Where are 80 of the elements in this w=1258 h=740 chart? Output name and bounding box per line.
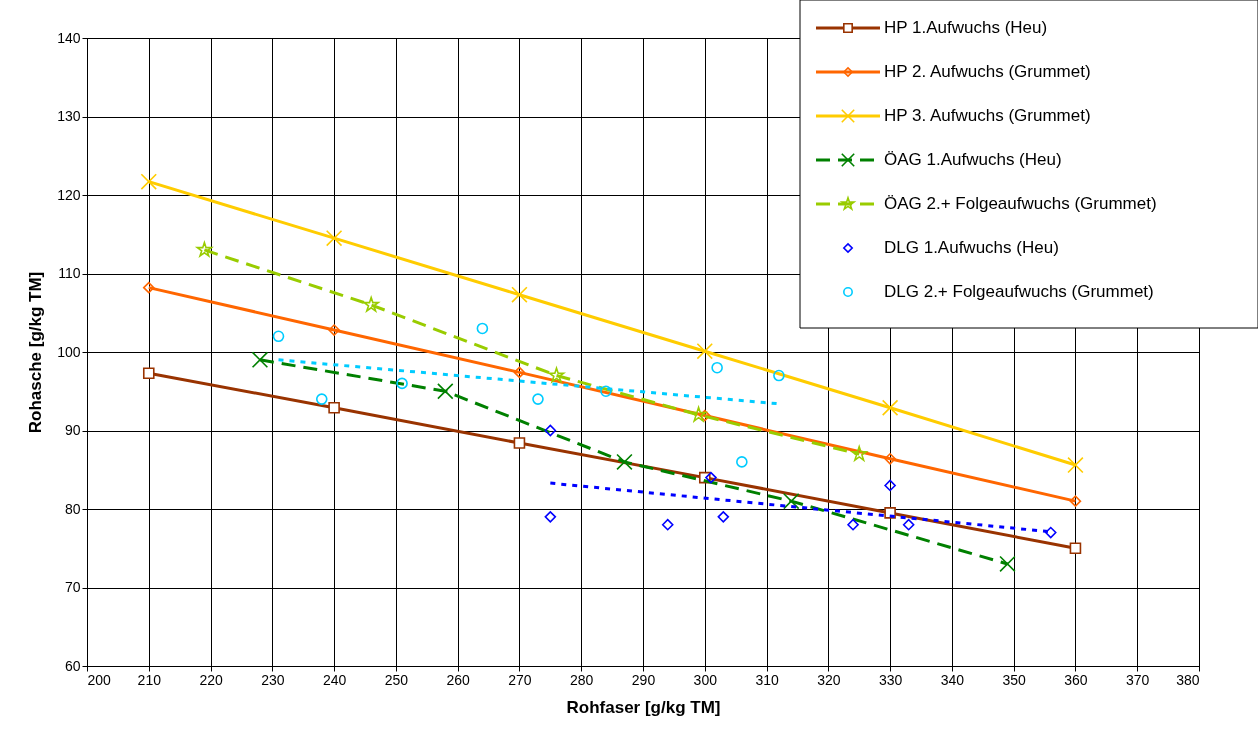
legend-label: HP 2. Aufwuchs (Grummet): [884, 62, 1091, 81]
legend-label: HP 1.Aufwuchs (Heu): [884, 18, 1048, 37]
x-tick-label: 370: [1126, 671, 1150, 688]
y-tick-label: 110: [58, 265, 81, 281]
x-tick-label: 260: [446, 671, 471, 688]
point: [1044, 526, 1057, 539]
point: [696, 343, 713, 360]
point: [511, 286, 528, 303]
point: [532, 393, 544, 405]
x-tick-label: 360: [1064, 671, 1088, 688]
y-tick-label: 60: [64, 657, 81, 674]
y-axis-title: Rohasche [g/kg TM]: [26, 271, 46, 434]
x-tick-label: 250: [384, 671, 409, 688]
x-tick-label: 310: [755, 671, 779, 688]
point: [999, 555, 1016, 573]
point: [544, 511, 557, 523]
y-tick-label: 130: [57, 108, 81, 124]
x-tick-label: 210: [137, 671, 162, 688]
point: [396, 377, 408, 390]
point: [851, 445, 868, 461]
point: [1067, 456, 1084, 474]
point: [272, 330, 285, 343]
x-tick-label: 340: [940, 671, 965, 688]
point: [847, 518, 859, 531]
point: [690, 406, 707, 422]
x-tick-label: 220: [199, 671, 223, 688]
point: [884, 479, 896, 492]
point: [196, 241, 213, 257]
y-tick-label: 90: [64, 422, 81, 438]
point: [616, 453, 633, 471]
point: [773, 369, 785, 382]
x-tick-label: 270: [508, 671, 532, 688]
point: [884, 452, 896, 465]
point: [513, 366, 526, 379]
point: [476, 322, 489, 335]
x-tick-label: 200: [87, 671, 112, 688]
point: [711, 361, 723, 374]
legend-label: DLG 2.+ Folgeaufwuchs (Grummet): [884, 282, 1154, 301]
point: [705, 471, 717, 484]
point: [325, 229, 343, 247]
point: [513, 437, 526, 449]
point: [251, 351, 269, 369]
point: [661, 518, 674, 531]
y-tick-label: 120: [57, 186, 81, 203]
y-tick-label: 70: [64, 579, 81, 595]
x-axis-title: Rohfaser [g/kg TM]: [566, 697, 721, 717]
point: [717, 511, 730, 523]
point: [881, 399, 899, 416]
point: [315, 393, 328, 405]
point: [902, 518, 915, 531]
point: [328, 401, 340, 414]
point: [544, 424, 557, 437]
point: [1069, 542, 1082, 555]
point: [437, 383, 454, 400]
point: [363, 296, 380, 312]
point: [783, 492, 800, 510]
x-tick-label: 330: [878, 671, 903, 688]
x-tick-label: 350: [1002, 671, 1027, 688]
x-tick-label: 320: [817, 671, 841, 688]
x-tick-label: 300: [693, 671, 718, 688]
x-tick-label: 280: [570, 671, 594, 688]
x-tick-label: 230: [261, 671, 285, 688]
legend-label: ÖAG 2.+ Folgeaufwuchs (Grummet): [884, 194, 1157, 213]
point: [1069, 495, 1082, 507]
point: [548, 367, 565, 383]
y-tick-label: 140: [57, 29, 81, 46]
legend-label: ÖAG 1.Aufwuchs (Heu): [884, 150, 1062, 169]
point: [142, 281, 155, 294]
x-tick-label: 380: [1176, 671, 1200, 688]
legend-label: DLG 1.Aufwuchs (Heu): [884, 238, 1059, 257]
point: [600, 385, 612, 398]
x-tick-label: 290: [631, 671, 656, 688]
legend-label: HP 3. Aufwuchs (Grummet): [884, 106, 1091, 125]
point: [328, 324, 340, 336]
point: [140, 173, 157, 190]
point: [142, 367, 155, 379]
point: [736, 456, 748, 468]
x-tick-label: 240: [322, 671, 347, 688]
y-tick-label: 100: [57, 343, 81, 360]
y-tick-label: 80: [64, 500, 81, 517]
